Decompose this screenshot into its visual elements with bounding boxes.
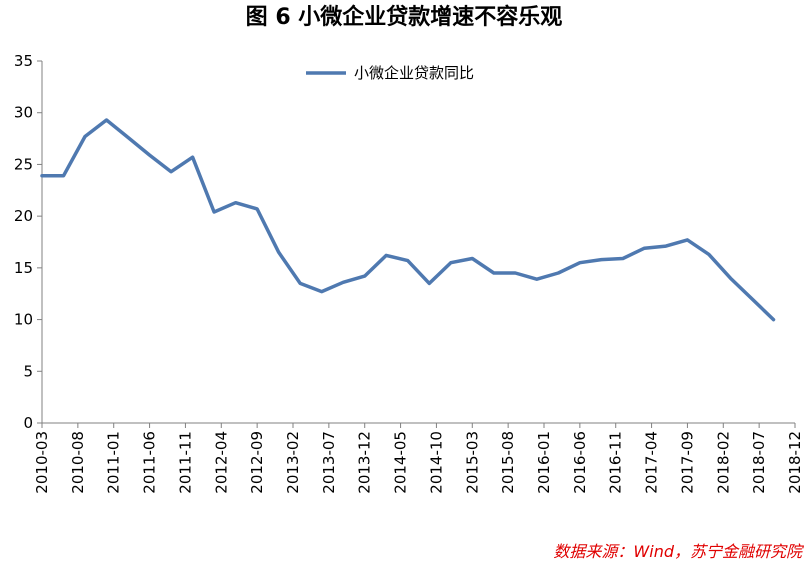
x-tick-label: 2018-07 — [750, 431, 768, 494]
y-tick-label: 0 — [23, 414, 33, 432]
x-tick-label: 2018-02 — [714, 431, 732, 494]
x-tick-label: 2018-12 — [786, 431, 804, 494]
x-tick-label: 2015-08 — [499, 431, 517, 494]
x-tick-label: 2015-03 — [463, 431, 481, 494]
x-tick-label: 2012-09 — [248, 431, 266, 494]
y-tick-label: 20 — [14, 207, 33, 225]
x-tick-label: 2010-03 — [33, 431, 51, 494]
x-tick-label: 2014-05 — [392, 431, 410, 494]
y-tick-label: 5 — [23, 362, 33, 380]
series-line — [40, 118, 776, 322]
x-tick-label: 2012-04 — [212, 431, 230, 494]
y-tick-label: 15 — [14, 259, 33, 277]
x-tick-label: 2011-01 — [105, 431, 123, 494]
x-tick-label: 2014-10 — [427, 431, 445, 494]
x-tick-label: 2016-11 — [607, 431, 625, 494]
x-tick-label: 2011-06 — [141, 431, 159, 494]
y-tick-label: 10 — [14, 311, 33, 329]
data-source-note: 数据来源：Wind，苏宁金融研究院 — [553, 542, 802, 561]
x-tick-label: 2017-04 — [643, 431, 661, 494]
x-tick-label: 2016-01 — [535, 431, 553, 494]
x-tick-label: 2010-08 — [69, 431, 87, 494]
x-tick-label: 2011-11 — [176, 431, 194, 494]
chart-title: 图 6 小微企业贷款增速不容乐观 — [245, 5, 563, 30]
x-tick-label: 2013-07 — [320, 431, 338, 494]
x-tick-label: 2016-06 — [571, 431, 589, 494]
x-tick-label: 2017-09 — [678, 431, 696, 494]
legend-label: 小微企业贷款同比 — [354, 64, 474, 82]
y-tick-label: 25 — [14, 155, 33, 173]
y-tick-label: 30 — [14, 104, 33, 122]
x-tick-label: 2013-12 — [356, 431, 374, 494]
y-tick-label: 35 — [14, 52, 33, 70]
x-tick-label: 2013-02 — [284, 431, 302, 494]
